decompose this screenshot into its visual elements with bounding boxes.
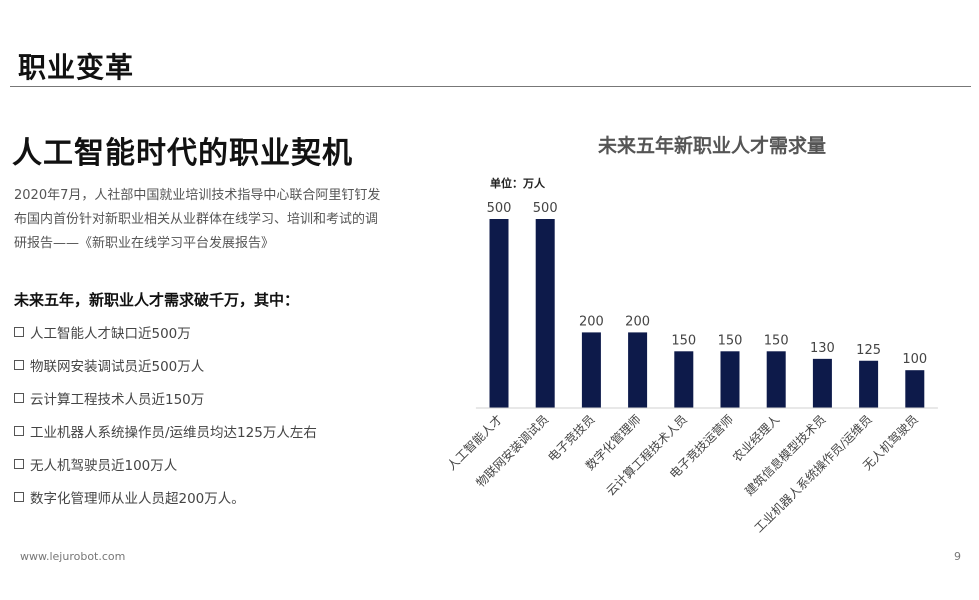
bar-value-label: 150 [764,333,789,348]
checkbox-bullet-icon [14,392,24,403]
bullet-text: 人工智能人才缺口近500万 [30,325,191,342]
bullet-text: 工业机器人系统操作员/运维员均达125万人左右 [30,424,317,441]
chart-title: 未来五年新职业人才需求量 [597,134,826,157]
chart-bar [581,332,601,408]
bullet-text: 物联网安装调试员近500万人 [30,358,205,375]
footer-website: www.lejurobot.com [20,550,126,563]
chart-bar [859,360,879,408]
bullet-text: 云计算工程技术人员近150万 [30,391,205,408]
x-tick-label: 云计算工程技术人员 [603,412,690,499]
demand-bar-chart: 未来五年新职业人才需求量 单位：万人 500人工智能人才500物联网安装调试员2… [444,134,938,535]
bar-value-label: 200 [625,314,650,329]
checkbox-bullet-icon [14,359,24,370]
bar-value-label: 150 [671,333,696,348]
checkbox-bullet-icon [14,326,24,337]
checkbox-bullet-icon [14,491,24,502]
bar-value-label: 500 [487,201,512,216]
bar-value-label: 500 [533,201,558,216]
bar-value-label: 130 [810,341,835,356]
checkbox-bullet-icon [14,425,24,436]
chart-bar [674,351,694,408]
intro-paragraph: 2020年7月，人社部中国就业培训技术指导中心联合阿里钉钉发 布国内首份针对新职… [14,184,399,256]
demand-subheading: 未来五年，新职业人才需求破千万，其中： [14,291,300,309]
page-header-title: 职业变革 [18,51,135,84]
bar-value-label: 125 [856,343,881,358]
chart-bar [812,358,832,408]
intro-line: 研报告——《新职业在线学习平台发展报告》 [14,236,275,251]
chart-bar [766,351,786,408]
chart-marks: 500人工智能人才500物联网安装调试员200电子竞技员200数字化管理师150… [444,201,938,535]
chart-bar [489,219,509,408]
header-divider [10,86,971,87]
main-heading: 人工智能时代的职业契机 [12,136,353,171]
list-item: 数字化管理师从业人员超200万人。 [14,485,317,518]
chart-bar [628,332,648,408]
chart-unit-label: 单位：万人 [490,176,546,190]
chart-bar [905,370,925,408]
bar-value-label: 150 [718,333,743,348]
page-number: 9 [954,550,961,563]
bar-value-label: 100 [902,352,927,367]
x-tick-label: 建筑信息模型技术员 [742,412,829,499]
list-item: 无人机驾驶员近100万人 [14,452,317,485]
checkbox-bullet-icon [14,458,24,469]
intro-line: 布国内首份针对新职业相关从业群体在线学习、培训和考试的调 [14,212,379,227]
bullet-text: 无人机驾驶员近100万人 [30,457,178,474]
demand-bullet-list: 人工智能人才缺口近500万 物联网安装调试员近500万人 云计算工程技术人员近1… [14,320,317,518]
intro-line: 2020年7月，人社部中国就业培训技术指导中心联合阿里钉钉发 [14,188,381,203]
chart-bar [535,219,555,408]
bullet-text: 数字化管理师从业人员超200万人。 [30,490,245,507]
bar-value-label: 200 [579,314,604,329]
list-item: 云计算工程技术人员近150万 [14,386,317,419]
list-item: 人工智能人才缺口近500万 [14,320,317,353]
list-item: 物联网安装调试员近500万人 [14,353,317,386]
list-item: 工业机器人系统操作员/运维员均达125万人左右 [14,419,317,452]
chart-bar [720,351,740,408]
